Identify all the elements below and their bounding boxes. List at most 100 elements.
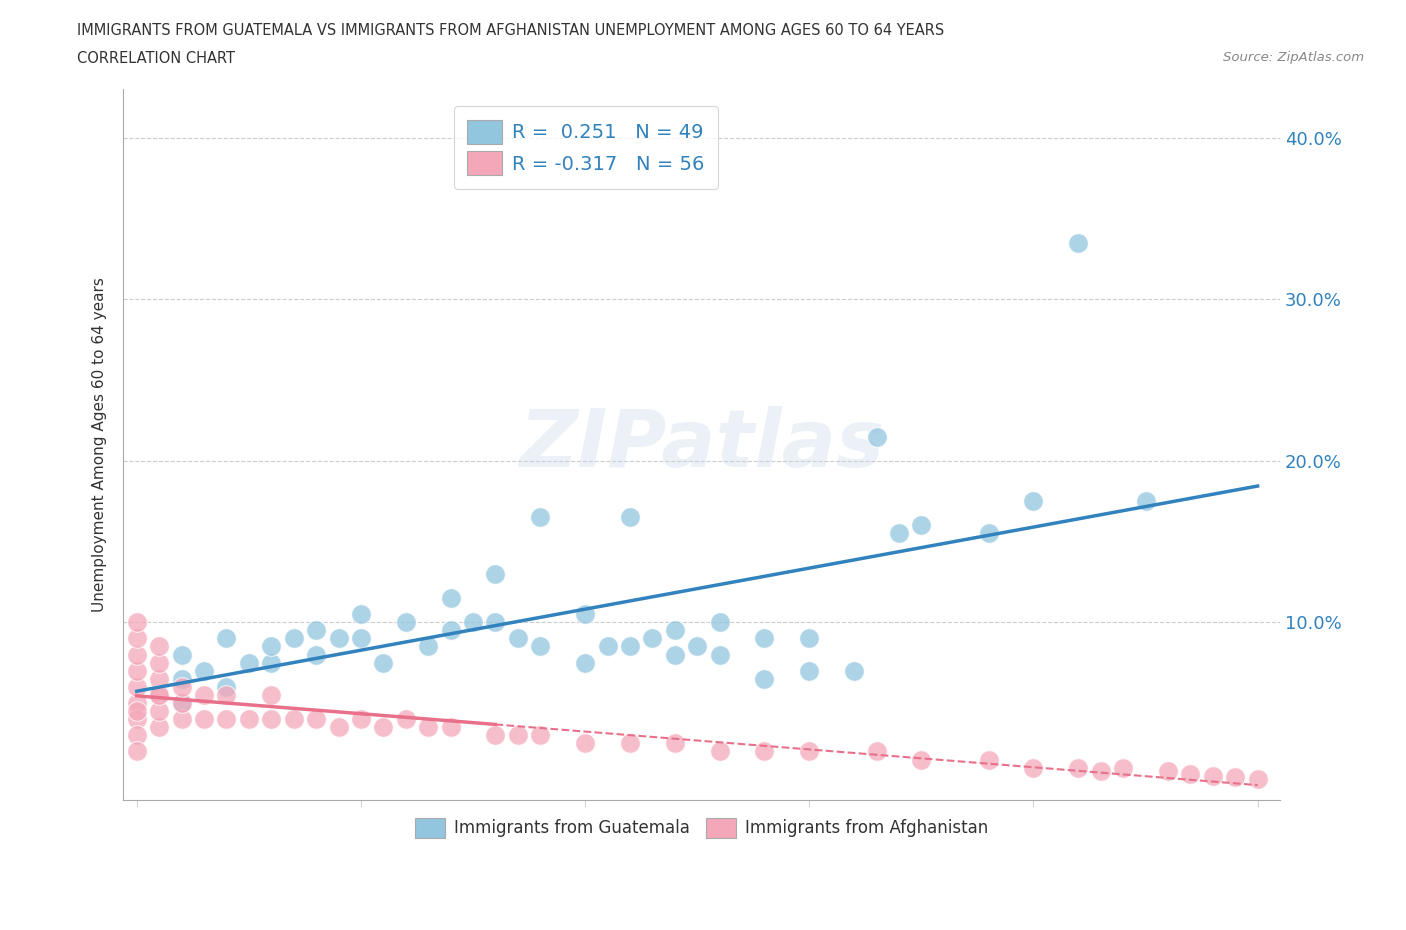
Point: [1157, 764, 1180, 778]
Point: [439, 591, 461, 605]
Point: [799, 631, 821, 645]
Point: [350, 711, 373, 726]
Point: [260, 687, 283, 702]
Point: [328, 631, 350, 645]
Point: [418, 720, 440, 735]
Point: [865, 429, 887, 444]
Point: [1202, 768, 1225, 783]
Point: [1246, 772, 1268, 787]
Point: [283, 631, 305, 645]
Point: [170, 696, 193, 711]
Point: [574, 655, 596, 670]
Point: [395, 711, 418, 726]
Point: [395, 615, 418, 630]
Point: [799, 744, 821, 759]
Point: [709, 744, 731, 759]
Point: [1067, 760, 1090, 775]
Point: [754, 671, 776, 686]
Point: [418, 639, 440, 654]
Point: [664, 623, 686, 638]
Point: [664, 647, 686, 662]
Point: [148, 720, 170, 735]
Point: [283, 711, 305, 726]
Y-axis label: Unemployment Among Ages 60 to 64 years: Unemployment Among Ages 60 to 64 years: [93, 277, 107, 612]
Text: IMMIGRANTS FROM GUATEMALA VS IMMIGRANTS FROM AFGHANISTAN UNEMPLOYMENT AMONG AGES: IMMIGRANTS FROM GUATEMALA VS IMMIGRANTS …: [77, 23, 945, 38]
Point: [977, 752, 1000, 767]
Point: [461, 615, 484, 630]
Point: [484, 728, 506, 743]
Point: [328, 720, 350, 735]
Point: [148, 655, 170, 670]
Point: [170, 696, 193, 711]
Point: [977, 526, 1000, 541]
Point: [238, 655, 260, 670]
Point: [574, 736, 596, 751]
Point: [170, 680, 193, 695]
Point: [215, 631, 238, 645]
Point: [1225, 770, 1247, 785]
Legend: Immigrants from Guatemala, Immigrants from Afghanistan: Immigrants from Guatemala, Immigrants fr…: [409, 811, 994, 844]
Text: ZIPatlas: ZIPatlas: [519, 405, 884, 484]
Point: [260, 655, 283, 670]
Point: [305, 711, 328, 726]
Point: [1180, 766, 1202, 781]
Point: [148, 639, 170, 654]
Point: [799, 663, 821, 678]
Point: [910, 518, 932, 533]
Point: [305, 623, 328, 638]
Point: [1135, 494, 1157, 509]
Point: [529, 728, 551, 743]
Point: [170, 671, 193, 686]
Point: [373, 720, 395, 735]
Point: [215, 687, 238, 702]
Point: [125, 647, 148, 662]
Point: [686, 639, 709, 654]
Point: [125, 663, 148, 678]
Point: [641, 631, 664, 645]
Point: [305, 647, 328, 662]
Point: [193, 687, 215, 702]
Point: [619, 639, 641, 654]
Point: [1022, 494, 1045, 509]
Point: [260, 639, 283, 654]
Point: [125, 728, 148, 743]
Point: [1112, 760, 1135, 775]
Point: [619, 510, 641, 525]
Point: [1022, 760, 1045, 775]
Point: [529, 510, 551, 525]
Point: [260, 711, 283, 726]
Point: [754, 744, 776, 759]
Point: [506, 728, 529, 743]
Point: [193, 663, 215, 678]
Point: [125, 711, 148, 726]
Point: [709, 615, 731, 630]
Point: [865, 744, 887, 759]
Point: [1090, 764, 1112, 778]
Point: [170, 647, 193, 662]
Point: [238, 711, 260, 726]
Point: [842, 663, 865, 678]
Point: [148, 671, 170, 686]
Point: [709, 647, 731, 662]
Point: [596, 639, 619, 654]
Point: [148, 704, 170, 719]
Point: [910, 752, 932, 767]
Point: [664, 736, 686, 751]
Point: [215, 680, 238, 695]
Point: [439, 623, 461, 638]
Point: [506, 631, 529, 645]
Point: [373, 655, 395, 670]
Point: [1067, 235, 1090, 250]
Point: [148, 687, 170, 702]
Point: [754, 631, 776, 645]
Point: [125, 680, 148, 695]
Point: [574, 606, 596, 621]
Point: [125, 631, 148, 645]
Point: [439, 720, 461, 735]
Point: [170, 711, 193, 726]
Point: [125, 704, 148, 719]
Point: [125, 615, 148, 630]
Point: [484, 615, 506, 630]
Point: [125, 696, 148, 711]
Point: [193, 711, 215, 726]
